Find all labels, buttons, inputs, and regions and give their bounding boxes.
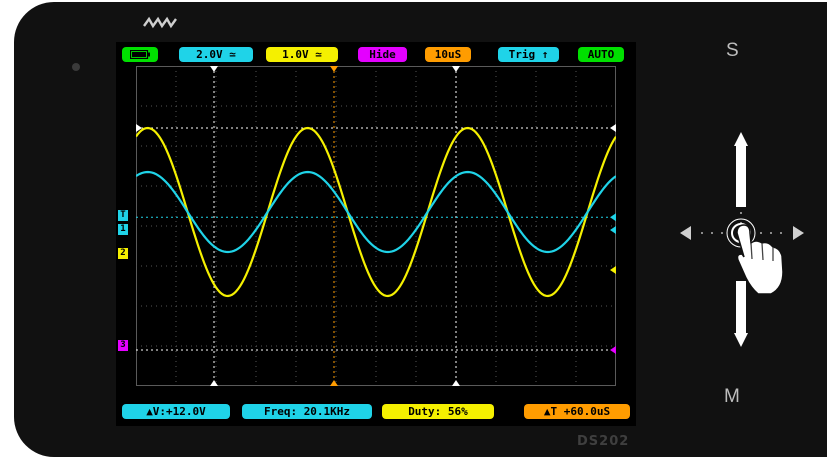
- hand-pointer-icon: [726, 218, 784, 295]
- ch2-marker[interactable]: 2: [118, 248, 128, 259]
- power-led: [72, 63, 80, 71]
- m-label: M: [724, 386, 740, 407]
- cursor-marker: [210, 380, 218, 386]
- ch-a-waveform: [136, 170, 616, 254]
- trigger-setting[interactable]: Trig ↑: [498, 47, 559, 62]
- ch-b-scale[interactable]: 1.0V ≃: [266, 47, 338, 62]
- trigger-time-marker: [330, 380, 338, 386]
- cursor-marker: [452, 380, 460, 386]
- run-mode[interactable]: AUTO: [578, 47, 624, 62]
- ch-a-scale-value: 2.0V: [196, 48, 223, 61]
- delta-t-readout: ▲T +60.0uS: [524, 404, 630, 419]
- ac-coupling-icon: ≃: [315, 48, 322, 61]
- ch-a-scale[interactable]: 2.0V ≃: [179, 47, 253, 62]
- brand-logo-icon: [143, 16, 177, 29]
- frequency-readout: Freq: 20.1KHz: [242, 404, 372, 419]
- ch2-right-marker: [610, 266, 616, 274]
- ch-b-scale-value: 1.0V: [282, 48, 309, 61]
- ch-c-state[interactable]: Hide: [358, 47, 407, 62]
- ch1-right-marker: [610, 226, 616, 234]
- trigger-level-marker: [610, 213, 616, 222]
- grid: [136, 66, 616, 386]
- cursor-lines: [136, 66, 616, 386]
- s-label: S: [726, 40, 739, 61]
- navigation-control[interactable]: [674, 126, 809, 351]
- ac-coupling-icon: ≃: [229, 48, 236, 61]
- timebase[interactable]: 10uS: [425, 47, 471, 62]
- up-arrow-icon[interactable]: [734, 132, 748, 207]
- delta-v-readout: ▲V:+12.0V: [122, 404, 230, 419]
- ch3-right-marker: [610, 346, 616, 354]
- trigger-marker[interactable]: T: [118, 210, 128, 221]
- cursor-marker: [210, 66, 218, 72]
- down-arrow-icon[interactable]: [734, 281, 748, 347]
- cursor-marker: [452, 66, 460, 72]
- ch3-marker[interactable]: 3: [118, 340, 128, 351]
- trigger-time-marker: [330, 66, 338, 72]
- cursor-marker: [136, 124, 142, 132]
- model-label: DS202: [577, 434, 630, 449]
- trigger-label: Trig: [508, 48, 536, 61]
- ch1-marker[interactable]: 1: [118, 224, 128, 235]
- waveform-plot: [136, 66, 616, 386]
- ch-b-waveform: [136, 126, 616, 298]
- right-arrow-icon[interactable]: [793, 226, 804, 240]
- duty-readout: Duty: 56%: [382, 404, 494, 419]
- oscilloscope-screen: 2.0V ≃ 1.0V ≃ Hide 10uS Trig ↑ AUTO T 1 …: [116, 42, 636, 426]
- left-arrow-icon[interactable]: [680, 226, 691, 240]
- cursor-marker: [610, 124, 616, 132]
- rising-edge-icon: ↑: [541, 48, 549, 61]
- battery-status: [122, 47, 158, 62]
- battery-icon: [130, 50, 150, 59]
